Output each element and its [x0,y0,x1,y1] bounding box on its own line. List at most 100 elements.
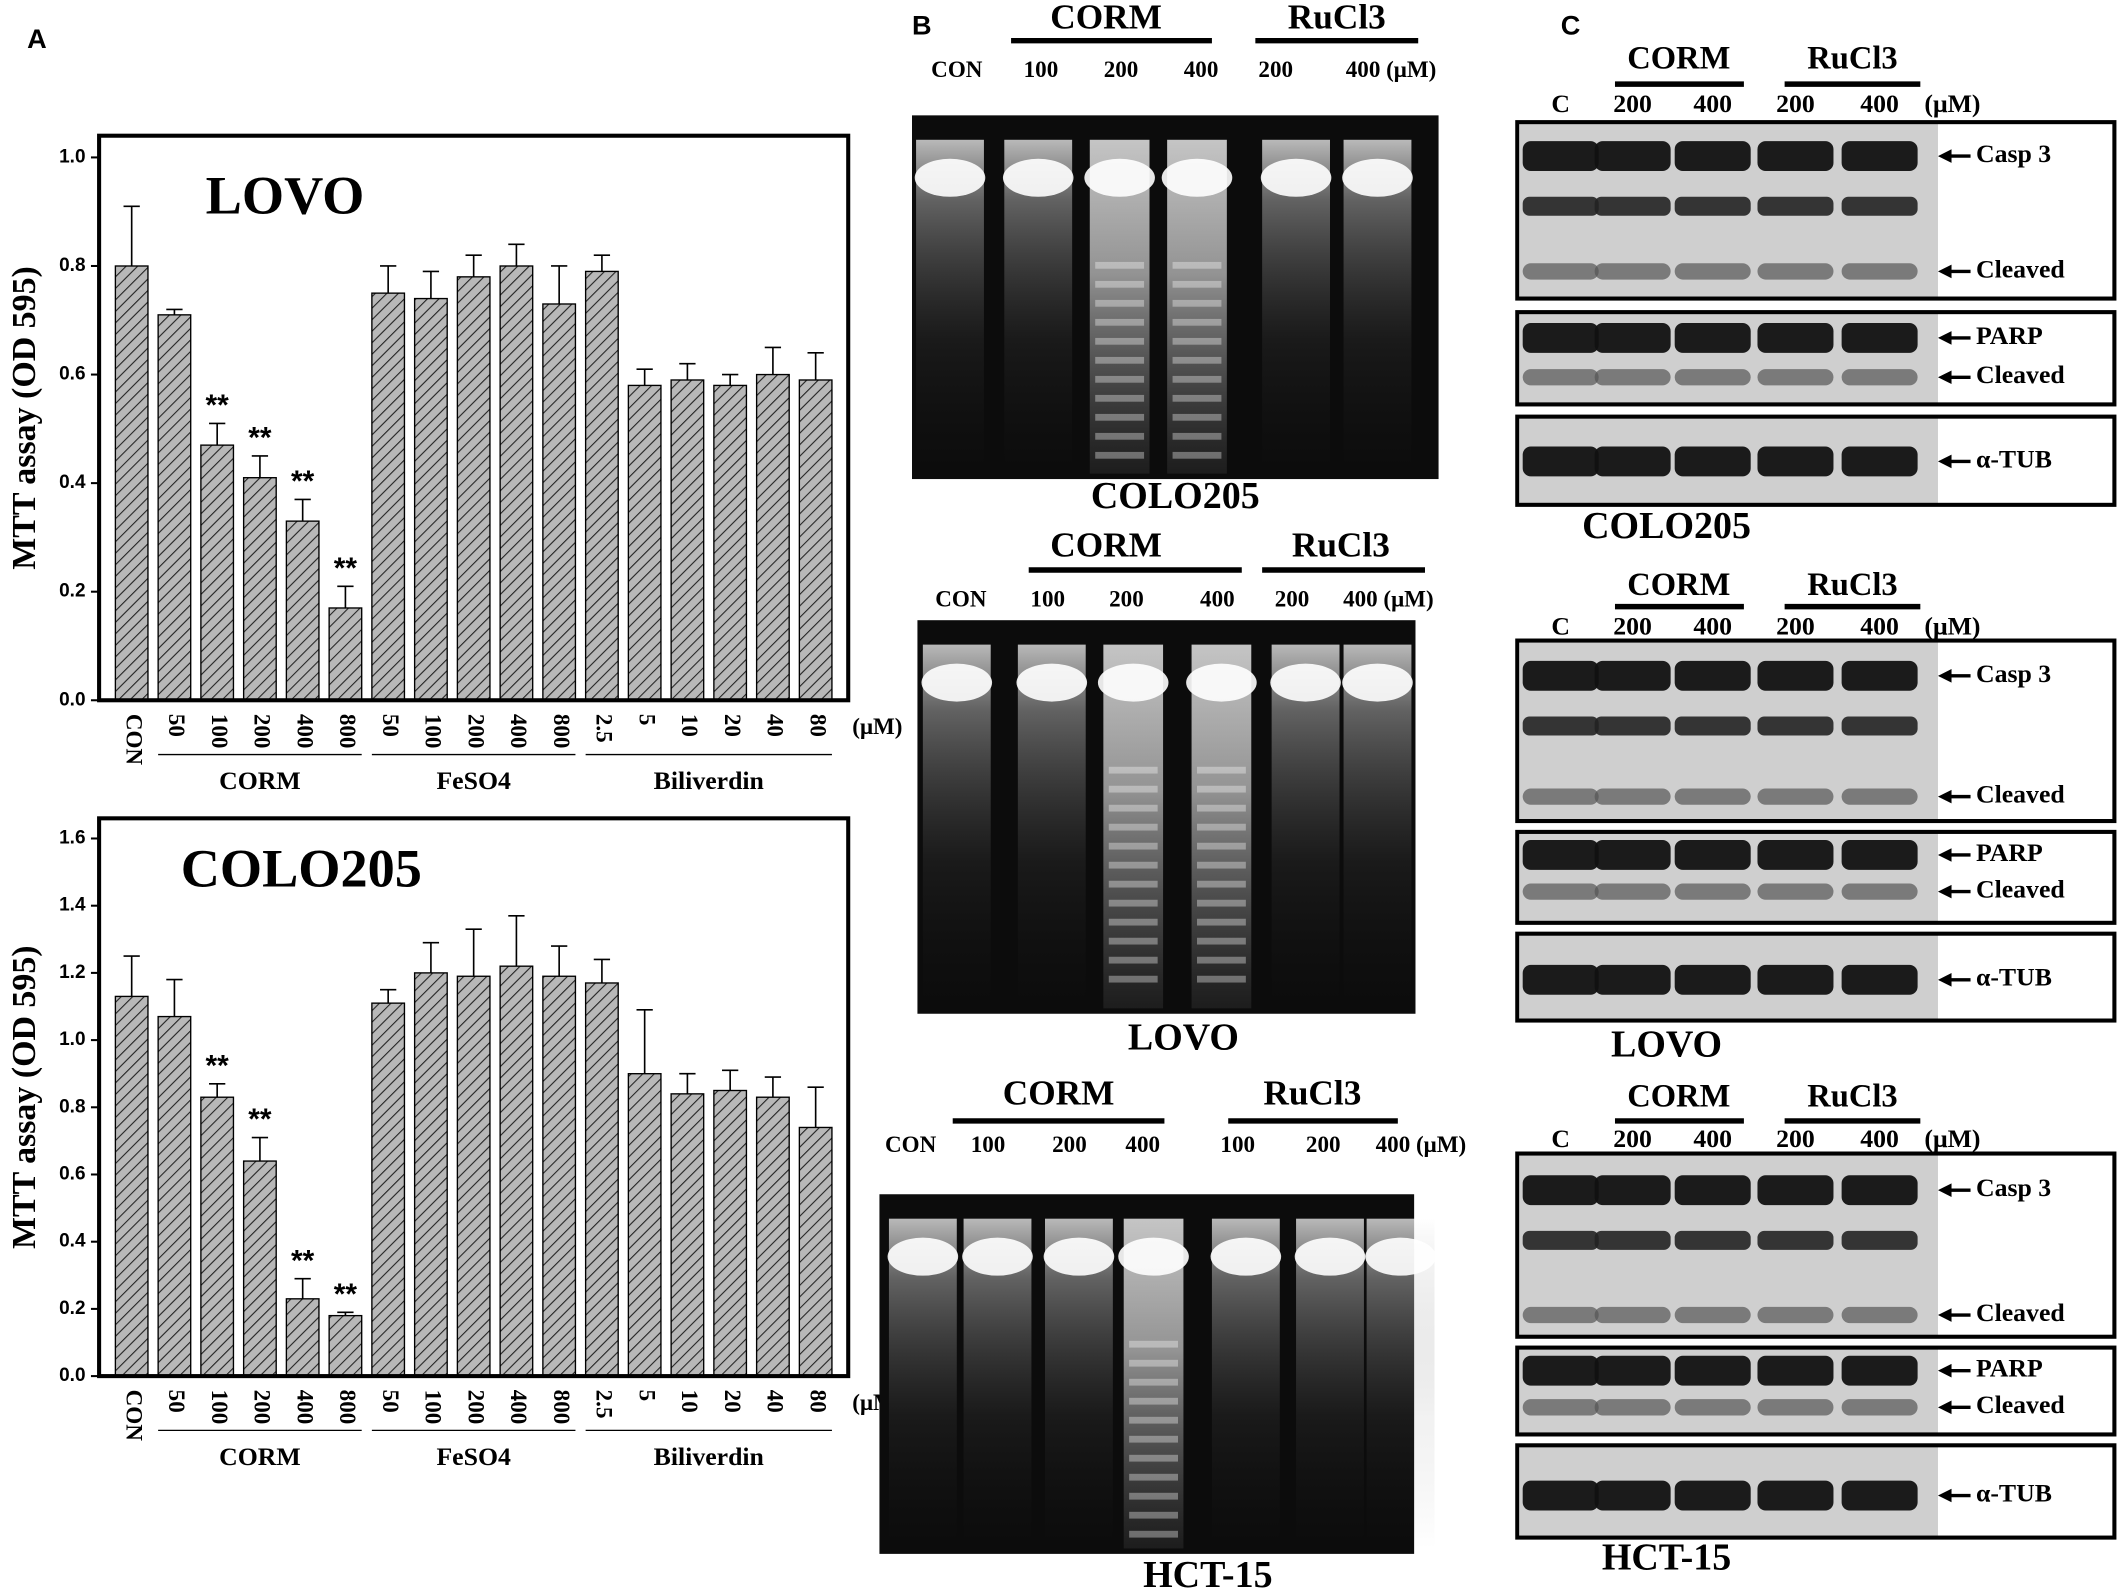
lane-label: C [1551,89,1570,118]
y-tick-label: 0.0 [59,1365,85,1386]
significance: ** [248,422,272,455]
blot-band [1522,369,1599,386]
blot-band [1757,1230,1834,1250]
x-tick-label: 50 [378,1390,404,1413]
x-tick-label: 800 [549,714,575,749]
blot-band [1757,369,1834,386]
lane-label: 200 [1109,585,1144,611]
blot-band [1757,263,1834,280]
gel-ladder-band [1172,375,1222,383]
x-tick-label: 400 [292,714,318,749]
blot-frame [1515,638,2117,824]
x-tick-label: 5 [634,1390,660,1402]
blot-band [1841,369,1918,386]
x-tick-label: CON [121,714,147,766]
blot-frame [1515,1443,2117,1540]
blot-band [1757,1480,1834,1511]
y-tick-label: 0.8 [59,1096,85,1117]
gel-ladder-band [1196,804,1246,812]
gel-ladder-band [1095,299,1145,307]
gel-well-band [1294,1237,1366,1276]
lane-label: 400 [1125,1131,1160,1157]
gel-ladder-band [1172,280,1222,288]
band-label: Cleaved [1976,1390,2065,1419]
x-tick-label: 100 [421,1390,447,1425]
lane-label: 400 [1200,585,1235,611]
blot-frame [1515,1151,2117,1339]
gel-caption: HCT-15 [1143,1554,1272,1595]
lane-label: 200 [1776,611,1815,640]
gel-well-band [1016,663,1088,702]
blot-band [1674,369,1751,386]
bar [755,373,790,701]
gel-lane [1103,644,1164,1009]
gel-ladder-band [1196,975,1246,983]
blot-band [1522,196,1599,216]
gel-ladder-band [1108,785,1158,793]
band-label: Casp 3 [1976,139,2051,168]
blot-band [1674,1175,1751,1206]
x-tick-label: 80 [805,1390,831,1413]
blot-band [1594,1230,1671,1250]
group-label: CORM [1627,1079,1730,1115]
gel-ladder-band [1108,766,1158,774]
blot-band [1522,446,1599,477]
bar [670,379,705,701]
blot-band [1594,322,1671,353]
gel-well-band [1186,663,1257,702]
gel-ladder-band [1129,1378,1178,1386]
gel-ladder-band [1095,413,1145,421]
lane-label: 200 [1613,1124,1652,1153]
arrow-head [1937,884,1952,899]
plot-frame [97,816,851,1379]
gel-ladder-band [1129,1511,1178,1519]
gel-lane [1191,644,1252,1009]
arrow-head [1937,848,1952,862]
blot-band [1757,788,1834,805]
gel-ladder-band [1095,318,1145,326]
gel-well-band [914,158,986,197]
gel-ladder-band [1129,1473,1178,1481]
axis-unit: (μM) [852,713,902,739]
blot-band [1674,1230,1751,1250]
blot-band [1522,1175,1599,1206]
blot-band [1594,1399,1671,1416]
gel-well-band [1260,158,1332,197]
y-tick-label: 1.6 [59,828,85,849]
gel-ladder-band [1172,413,1222,421]
significance: ** [291,465,315,498]
lane-label: 400 [1693,611,1732,640]
arrow-head [1937,973,1952,987]
group-label: Biliverdin [654,766,764,795]
chart-title: COLO205 [181,838,422,898]
blot-band [1757,1355,1834,1386]
gel-ladder-band [1196,918,1246,926]
bar [328,1314,363,1377]
y-tick-label: 0.2 [59,1298,85,1319]
lane-label: 100 [1030,585,1065,611]
x-tick-label: CON [121,1390,147,1442]
blot-band [1757,1306,1834,1324]
blot-band [1594,141,1671,171]
lane-label: 100 [1024,56,1059,82]
blot-band [1522,1480,1599,1511]
blot-band [1674,446,1751,477]
blot-frame [1515,414,2117,507]
gel-ladder-band [1095,375,1145,383]
y-tick-label: 0.2 [59,581,85,602]
x-tick-label: 40 [763,714,789,737]
panel-label: C [1561,9,1581,40]
lane-label: 200 [1052,1131,1087,1157]
lane-label: C [1551,611,1570,640]
group-label: RuCl3 [1807,567,1897,603]
bar [798,1126,833,1377]
gel-ladder-band [1129,1492,1178,1500]
bar [285,520,320,701]
gel-ladder-band [1095,261,1145,269]
gel-well-band [921,663,993,702]
gel-well-band [1084,158,1155,197]
blot-band [1594,1355,1671,1386]
gel-ladder-band [1196,937,1246,945]
lane-label: 100 [1220,1131,1255,1157]
gel-ladder-band [1196,785,1246,793]
